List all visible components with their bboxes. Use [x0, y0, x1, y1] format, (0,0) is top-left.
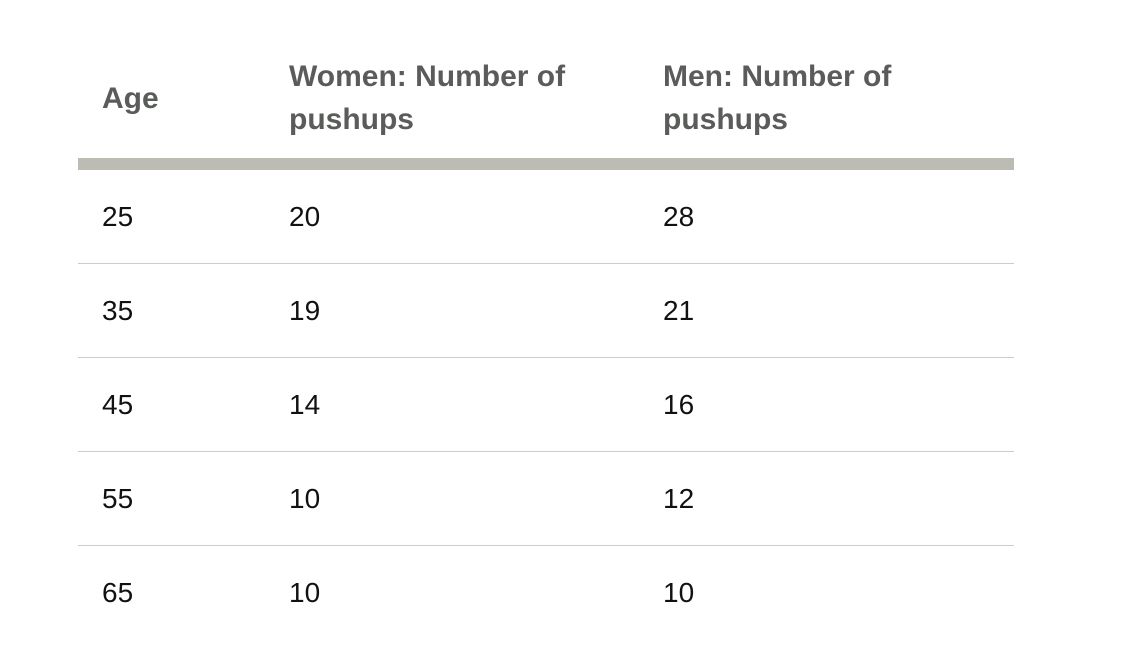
cell-women: 10 [265, 451, 639, 546]
cell-age: 55 [78, 451, 265, 546]
header-men: Men: Number of pushups [639, 38, 1014, 170]
table-row: 35 19 21 [78, 263, 1014, 358]
cell-age: 45 [78, 357, 265, 452]
cell-age: 65 [102, 576, 134, 608]
header-age: Age [78, 38, 265, 170]
pushups-table: Age Women: Number of pushups Men: Number… [78, 38, 1014, 639]
cell-men: 12 [639, 451, 1014, 546]
cell-women: 19 [265, 263, 639, 358]
cell-women: 10 [289, 576, 321, 608]
table-row: 25 20 28 [78, 164, 1014, 264]
cell-men: 10 [663, 576, 695, 608]
header-women: Women: Number of pushups [265, 38, 639, 170]
header-row: Age Women: Number of pushups Men: Number… [78, 38, 1014, 170]
cell-men: 28 [639, 164, 1014, 264]
table-row: 45 14 16 [78, 357, 1014, 452]
table-row: 55 10 12 [78, 451, 1014, 546]
cell-age: 25 [78, 164, 265, 264]
cell-age: 35 [78, 263, 265, 358]
cell-men: 16 [639, 357, 1014, 452]
table-row: 65 10 10 [78, 546, 1014, 640]
cell-women: 20 [265, 164, 639, 264]
cell-women: 14 [265, 357, 639, 452]
cell-men: 21 [639, 263, 1014, 358]
